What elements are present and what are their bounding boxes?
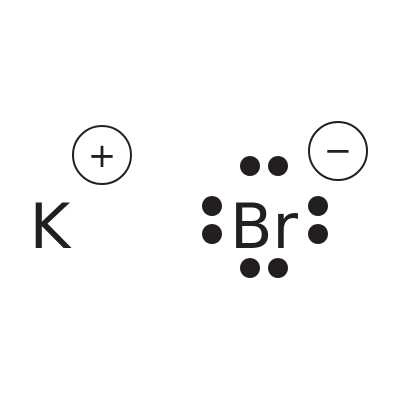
electron-dot-top: [240, 156, 260, 176]
electron-dot-left: [202, 224, 222, 244]
cation-charge-circle: [72, 125, 132, 185]
anion-charge-sign: −: [324, 131, 353, 171]
cation-charge-sign: +: [88, 136, 117, 176]
potassium-symbol: K: [30, 190, 72, 263]
electron-dot-bottom: [268, 258, 288, 278]
anion-charge-circle: [308, 121, 368, 181]
electron-dot-left: [202, 196, 222, 216]
electron-dots: [202, 156, 328, 278]
bromide-ion: Br −: [202, 121, 368, 278]
electron-dot-right: [308, 224, 328, 244]
electron-dot-top: [268, 156, 288, 176]
potassium-ion: K +: [30, 125, 132, 263]
bromine-symbol: Br: [230, 190, 299, 263]
electron-dot-bottom: [240, 258, 260, 278]
electron-dot-right: [308, 196, 328, 216]
